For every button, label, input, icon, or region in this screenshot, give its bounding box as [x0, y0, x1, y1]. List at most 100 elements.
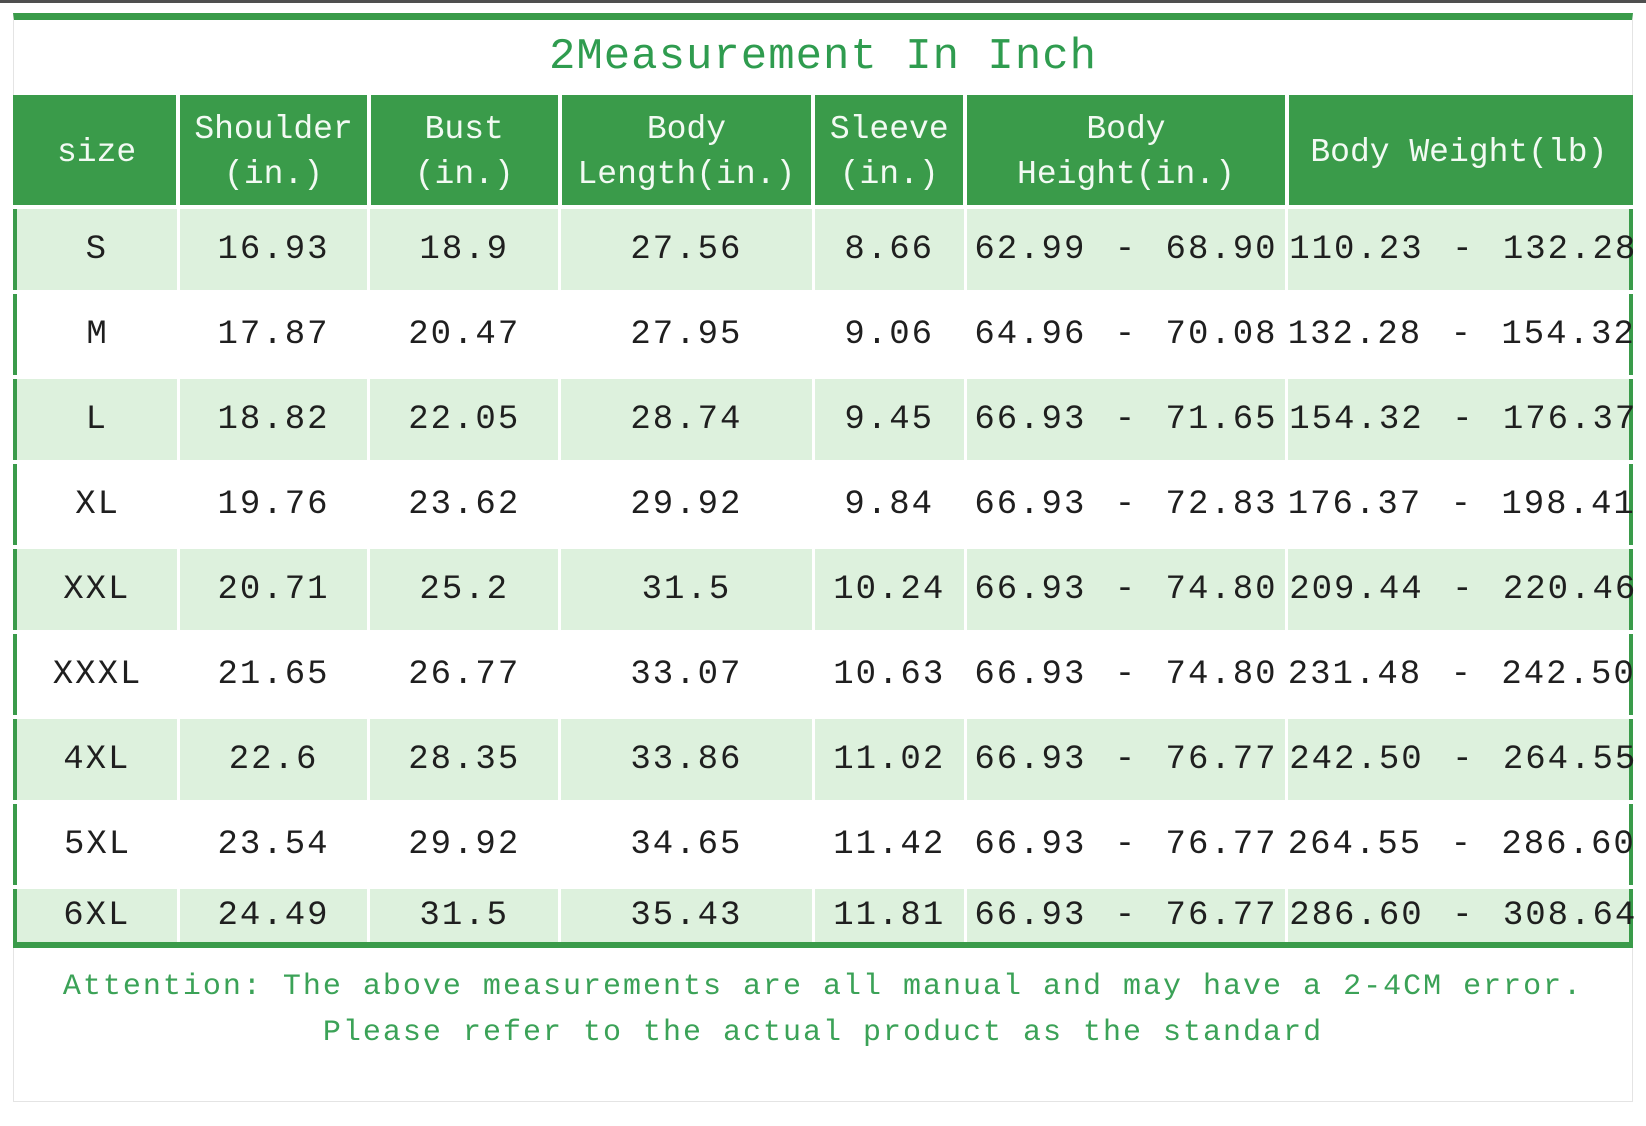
value-cell: 28.35 [367, 715, 562, 804]
value-cell: 18.9 [367, 205, 562, 294]
value-cell: 9.84 [813, 462, 966, 547]
value-cell: 62.99 - 68.90 [963, 205, 1289, 294]
size-table: size Shoulder (in.) Bust (in.) Body Length(in.… [13, 95, 1635, 948]
value-cell: 22.05 [367, 375, 562, 464]
column-header-label: Body Weight(lb) [1310, 133, 1608, 171]
chart-title: 2Measurement In Inch [548, 32, 1098, 82]
value-cell: 66.93 - 76.77 [963, 885, 1289, 947]
value-cell: 21.65 [178, 632, 369, 717]
value-cell: 20.71 [176, 545, 371, 634]
value-cell: 31.5 [558, 545, 815, 634]
value-cell: 11.81 [811, 885, 967, 947]
value-cell: 66.93 - 74.80 [965, 632, 1287, 717]
value-cell: 242.50 - 264.55 [1285, 715, 1635, 804]
header-row: size Shoulder (in.) Bust (in.) Body Length(in.… [15, 97, 1631, 207]
column-header-label: (in.) [414, 156, 514, 193]
size-cell: M [15, 292, 179, 377]
value-cell: 66.93 - 72.83 [965, 462, 1287, 547]
size-cell: L [13, 375, 180, 464]
attention-note: Attention: The above measurements are al… [14, 948, 1632, 1101]
column-header-bust: Bust (in.) [366, 97, 560, 207]
column-header-label: Sleeve [829, 111, 949, 148]
column-header-body-weight: Body Weight(lb) [1284, 97, 1631, 207]
table-row-xxxl: XXXL 21.65 26.77 33.07 10.63 66.93 - 74.80 231… [15, 632, 1634, 717]
value-cell: 20.47 [368, 292, 560, 377]
value-cell: 25.2 [367, 545, 562, 634]
value-cell: 64.96 - 70.08 [965, 292, 1287, 377]
value-cell: 209.44 - 220.46 [1285, 545, 1635, 634]
column-header-label: (in.) [224, 156, 324, 193]
table-row-m: M 17.87 20.47 27.95 9.06 64.96 - 70.08 132.28 … [15, 292, 1634, 377]
size-cell: S [13, 205, 180, 294]
column-header-label: (in.) [839, 156, 939, 193]
value-cell: 27.56 [558, 205, 815, 294]
table-row-4xl: 4XL 22.6 28.35 33.86 11.02 66.93 - 76.77 242.5… [13, 715, 1635, 804]
value-cell: 11.02 [811, 715, 967, 804]
value-cell: 66.93 - 74.80 [963, 545, 1289, 634]
value-cell: 10.63 [813, 632, 966, 717]
value-cell: 8.66 [811, 205, 967, 294]
value-cell: 23.54 [178, 802, 369, 887]
value-cell: 26.77 [368, 632, 560, 717]
table-row-6xl: 6XL 24.49 31.5 35.43 11.81 66.93 - 76.77 286.6… [13, 885, 1635, 947]
value-cell: 31.5 [367, 885, 562, 947]
table-row-xl: XL 19.76 23.62 29.92 9.84 66.93 - 72.83 176.37… [15, 462, 1634, 547]
value-cell: 23.62 [368, 462, 560, 547]
column-header-label: size [56, 133, 137, 171]
column-header-shoulder: Shoulder (in.) [176, 97, 369, 207]
column-header-label: Body [1086, 111, 1166, 148]
size-chart-page: 2Measurement In Inch size Shoulder (in.) Bu… [0, 3, 1646, 1102]
value-cell: 110.23 - 132.28 [1285, 205, 1635, 294]
value-cell: 17.87 [178, 292, 369, 377]
column-header-label: Shoulder [194, 111, 353, 148]
value-cell: 27.95 [559, 292, 814, 377]
value-cell: 9.45 [811, 375, 967, 464]
column-header-label: Length(in.) [577, 156, 796, 193]
value-cell: 18.82 [176, 375, 371, 464]
size-table-header: size Shoulder (in.) Bust (in.) Body Length(in.… [15, 97, 1631, 207]
table-row-s: S 16.93 18.9 27.56 8.66 62.99 - 68.90 110.23 -… [13, 205, 1635, 294]
column-header-label: Body [646, 111, 727, 148]
size-cell: XXXL [15, 632, 179, 717]
value-cell: 29.92 [368, 802, 560, 887]
column-header-body-length: Body Length(in.) [557, 97, 814, 207]
column-header-label: Bust [424, 111, 504, 148]
value-cell: 66.93 - 76.77 [963, 715, 1289, 804]
column-header-sleeve: Sleeve (in.) [811, 97, 966, 207]
value-cell: 176.37 - 198.41 [1286, 462, 1634, 547]
size-cell: 6XL [13, 885, 180, 947]
value-cell: 66.93 - 71.65 [963, 375, 1289, 464]
note-line-2: Please refer to the actual product as th… [322, 1016, 1324, 1050]
top-border-line [0, 0, 1646, 3]
table-row-xxl: XXL 20.71 25.2 31.5 10.24 66.93 - 74.80 209.44… [13, 545, 1635, 634]
value-cell: 33.07 [559, 632, 814, 717]
size-cell: XXL [13, 545, 180, 634]
value-cell: 33.86 [558, 715, 815, 804]
column-header-label: Height(in.) [1017, 156, 1235, 193]
value-cell: 24.49 [176, 885, 371, 947]
value-cell: 28.74 [558, 375, 815, 464]
size-cell: 5XL [15, 802, 179, 887]
value-cell: 11.42 [813, 802, 966, 887]
size-cell: XL [15, 462, 179, 547]
value-cell: 264.55 - 286.60 [1286, 802, 1634, 887]
value-cell: 29.92 [559, 462, 814, 547]
value-cell: 132.28 - 154.32 [1286, 292, 1634, 377]
value-cell: 10.24 [811, 545, 967, 634]
column-header-size: size [15, 97, 179, 207]
value-cell: 16.93 [176, 205, 371, 294]
table-row-l: L 18.82 22.05 28.74 9.45 66.93 - 71.65 154.32 … [13, 375, 1635, 464]
table-row-5xl: 5XL 23.54 29.92 34.65 11.42 66.93 - 76.77 264.… [15, 802, 1634, 887]
note-line-1: Attention: The above measurements are al… [62, 970, 1584, 1004]
value-cell: 9.06 [813, 292, 966, 377]
value-cell: 154.32 - 176.37 [1285, 375, 1635, 464]
value-cell: 231.48 - 242.50 [1286, 632, 1634, 717]
value-cell: 22.6 [176, 715, 371, 804]
value-cell: 34.65 [559, 802, 814, 887]
column-header-body-height: Body Height(in.) [963, 97, 1287, 207]
size-chart-panel: 2Measurement In Inch size Shoulder (in.) Bu… [13, 13, 1635, 1102]
value-cell: 35.43 [558, 885, 815, 947]
size-cell: 4XL [13, 715, 180, 804]
size-table-body: S 16.93 18.9 27.56 8.66 62.99 - 68.90 110.23 -… [13, 205, 1635, 947]
value-cell: 66.93 - 76.77 [965, 802, 1287, 887]
